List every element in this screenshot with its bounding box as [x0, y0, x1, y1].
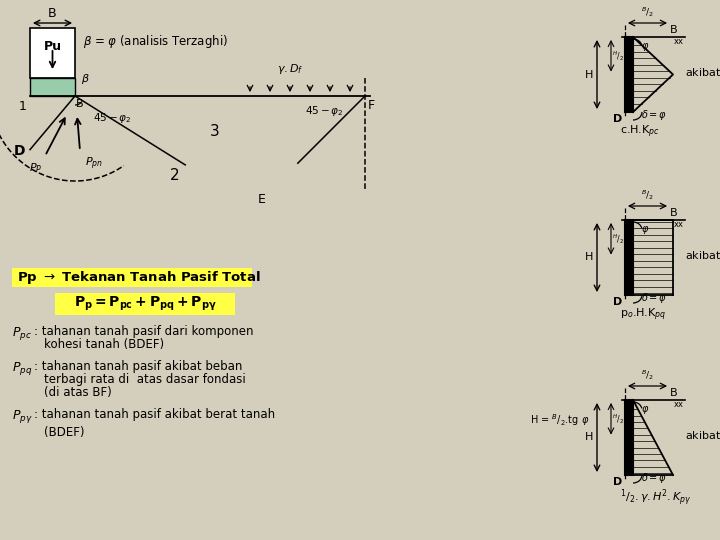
- Text: $45-\varphi_2$: $45-\varphi_2$: [93, 111, 132, 125]
- Text: B: B: [670, 388, 678, 398]
- Text: $P_{p\gamma}$: $P_{p\gamma}$: [12, 408, 32, 425]
- Text: $\varphi$: $\varphi$: [641, 41, 649, 53]
- Text: (BDEF): (BDEF): [44, 426, 84, 439]
- Text: H: H: [585, 253, 593, 262]
- Text: $\delta = \varphi$: $\delta = \varphi$: [641, 108, 667, 122]
- Text: B: B: [76, 99, 84, 109]
- Text: p$_o$.H.K$_{pq}$: p$_o$.H.K$_{pq}$: [620, 307, 666, 323]
- Bar: [625, 220, 633, 295]
- Text: $\gamma.D_f$: $\gamma.D_f$: [276, 62, 303, 76]
- Text: akibat Berat Tanah ($P_{p\gamma}$): akibat Berat Tanah ($P_{p\gamma}$): [685, 429, 720, 445]
- Text: terbagi rata di  atas dasar fondasi: terbagi rata di atas dasar fondasi: [44, 373, 246, 386]
- Text: D: D: [613, 114, 622, 124]
- Text: H: H: [585, 70, 593, 79]
- Text: 2: 2: [170, 168, 180, 184]
- Text: xx: xx: [674, 220, 684, 229]
- Text: $^1/_2.\gamma.H^2.K_{p\gamma}$: $^1/_2.\gamma.H^2.K_{p\gamma}$: [620, 487, 692, 508]
- Text: $P_{pq}$: $P_{pq}$: [12, 360, 32, 377]
- Text: D: D: [613, 297, 622, 307]
- Bar: [625, 37, 633, 112]
- Text: $^H/_2$: $^H/_2$: [612, 49, 624, 63]
- Text: Pu: Pu: [43, 40, 61, 53]
- Bar: [30, 78, 75, 96]
- Text: $\delta = \varphi$: $\delta = \varphi$: [641, 291, 667, 305]
- Text: $^H/_2$: $^H/_2$: [612, 412, 624, 426]
- Text: $^B/_2$: $^B/_2$: [641, 5, 654, 19]
- Text: akibat beban terbagi rata ($P_{pq}$): akibat beban terbagi rata ($P_{pq}$): [685, 249, 720, 266]
- Text: B: B: [670, 208, 678, 218]
- Text: : tahanan tanah pasif akibat berat tanah: : tahanan tanah pasif akibat berat tanah: [34, 408, 275, 421]
- Bar: [12, 268, 252, 287]
- Text: c.H.K$_{pc}$: c.H.K$_{pc}$: [620, 124, 660, 140]
- Text: $P_{pn}$: $P_{pn}$: [85, 156, 103, 172]
- Text: $\varphi$: $\varphi$: [641, 404, 649, 416]
- Text: H: H: [585, 433, 593, 442]
- Text: $\varphi$: $\varphi$: [641, 224, 649, 236]
- Text: (di atas BF): (di atas BF): [44, 386, 112, 399]
- Bar: [30, 28, 75, 78]
- Text: 1: 1: [19, 100, 27, 113]
- Text: D: D: [14, 144, 25, 158]
- Text: $^B/_2$: $^B/_2$: [641, 188, 654, 202]
- Bar: [55, 293, 235, 315]
- Text: $P_P$: $P_P$: [29, 161, 42, 175]
- Text: : tahanan tanah pasif dari komponen: : tahanan tanah pasif dari komponen: [34, 325, 253, 338]
- Text: 3: 3: [210, 124, 220, 138]
- Text: H = $^B/_2$.tg $\varphi$: H = $^B/_2$.tg $\varphi$: [530, 412, 590, 428]
- Text: kohesi tanah (BDEF): kohesi tanah (BDEF): [44, 338, 164, 351]
- Text: $^H/_2$: $^H/_2$: [612, 232, 624, 246]
- Text: E: E: [258, 193, 266, 206]
- Text: $\beta$: $\beta$: [81, 72, 90, 86]
- Bar: [625, 400, 633, 475]
- Text: B: B: [670, 25, 678, 35]
- Text: $^B/_2$: $^B/_2$: [641, 368, 654, 382]
- Text: $\delta = \varphi$: $\delta = \varphi$: [641, 471, 667, 485]
- Text: B: B: [48, 7, 57, 20]
- Text: akibat kohesi ($P_{pc}$): akibat kohesi ($P_{pc}$): [685, 66, 720, 83]
- Text: xx: xx: [674, 37, 684, 46]
- Text: F: F: [368, 99, 375, 112]
- Text: : tahanan tanah pasif akibat beban: : tahanan tanah pasif akibat beban: [34, 360, 243, 373]
- Text: D: D: [613, 477, 622, 487]
- Text: Pp $\rightarrow$ Tekanan Tanah Pasif Total: Pp $\rightarrow$ Tekanan Tanah Pasif Tot…: [17, 269, 261, 286]
- Text: $\beta$ = $\varphi$ (analisis Terzaghi): $\beta$ = $\varphi$ (analisis Terzaghi): [83, 33, 228, 50]
- Text: $\mathbf{P_p = P_{pc} + P_{pq} + P_{p\gamma}}$: $\mathbf{P_p = P_{pc} + P_{pq} + P_{p\ga…: [73, 295, 216, 313]
- Text: $P_{pc}$: $P_{pc}$: [12, 325, 32, 342]
- Text: xx: xx: [674, 400, 684, 409]
- Text: $45-\varphi_2$: $45-\varphi_2$: [305, 104, 343, 118]
